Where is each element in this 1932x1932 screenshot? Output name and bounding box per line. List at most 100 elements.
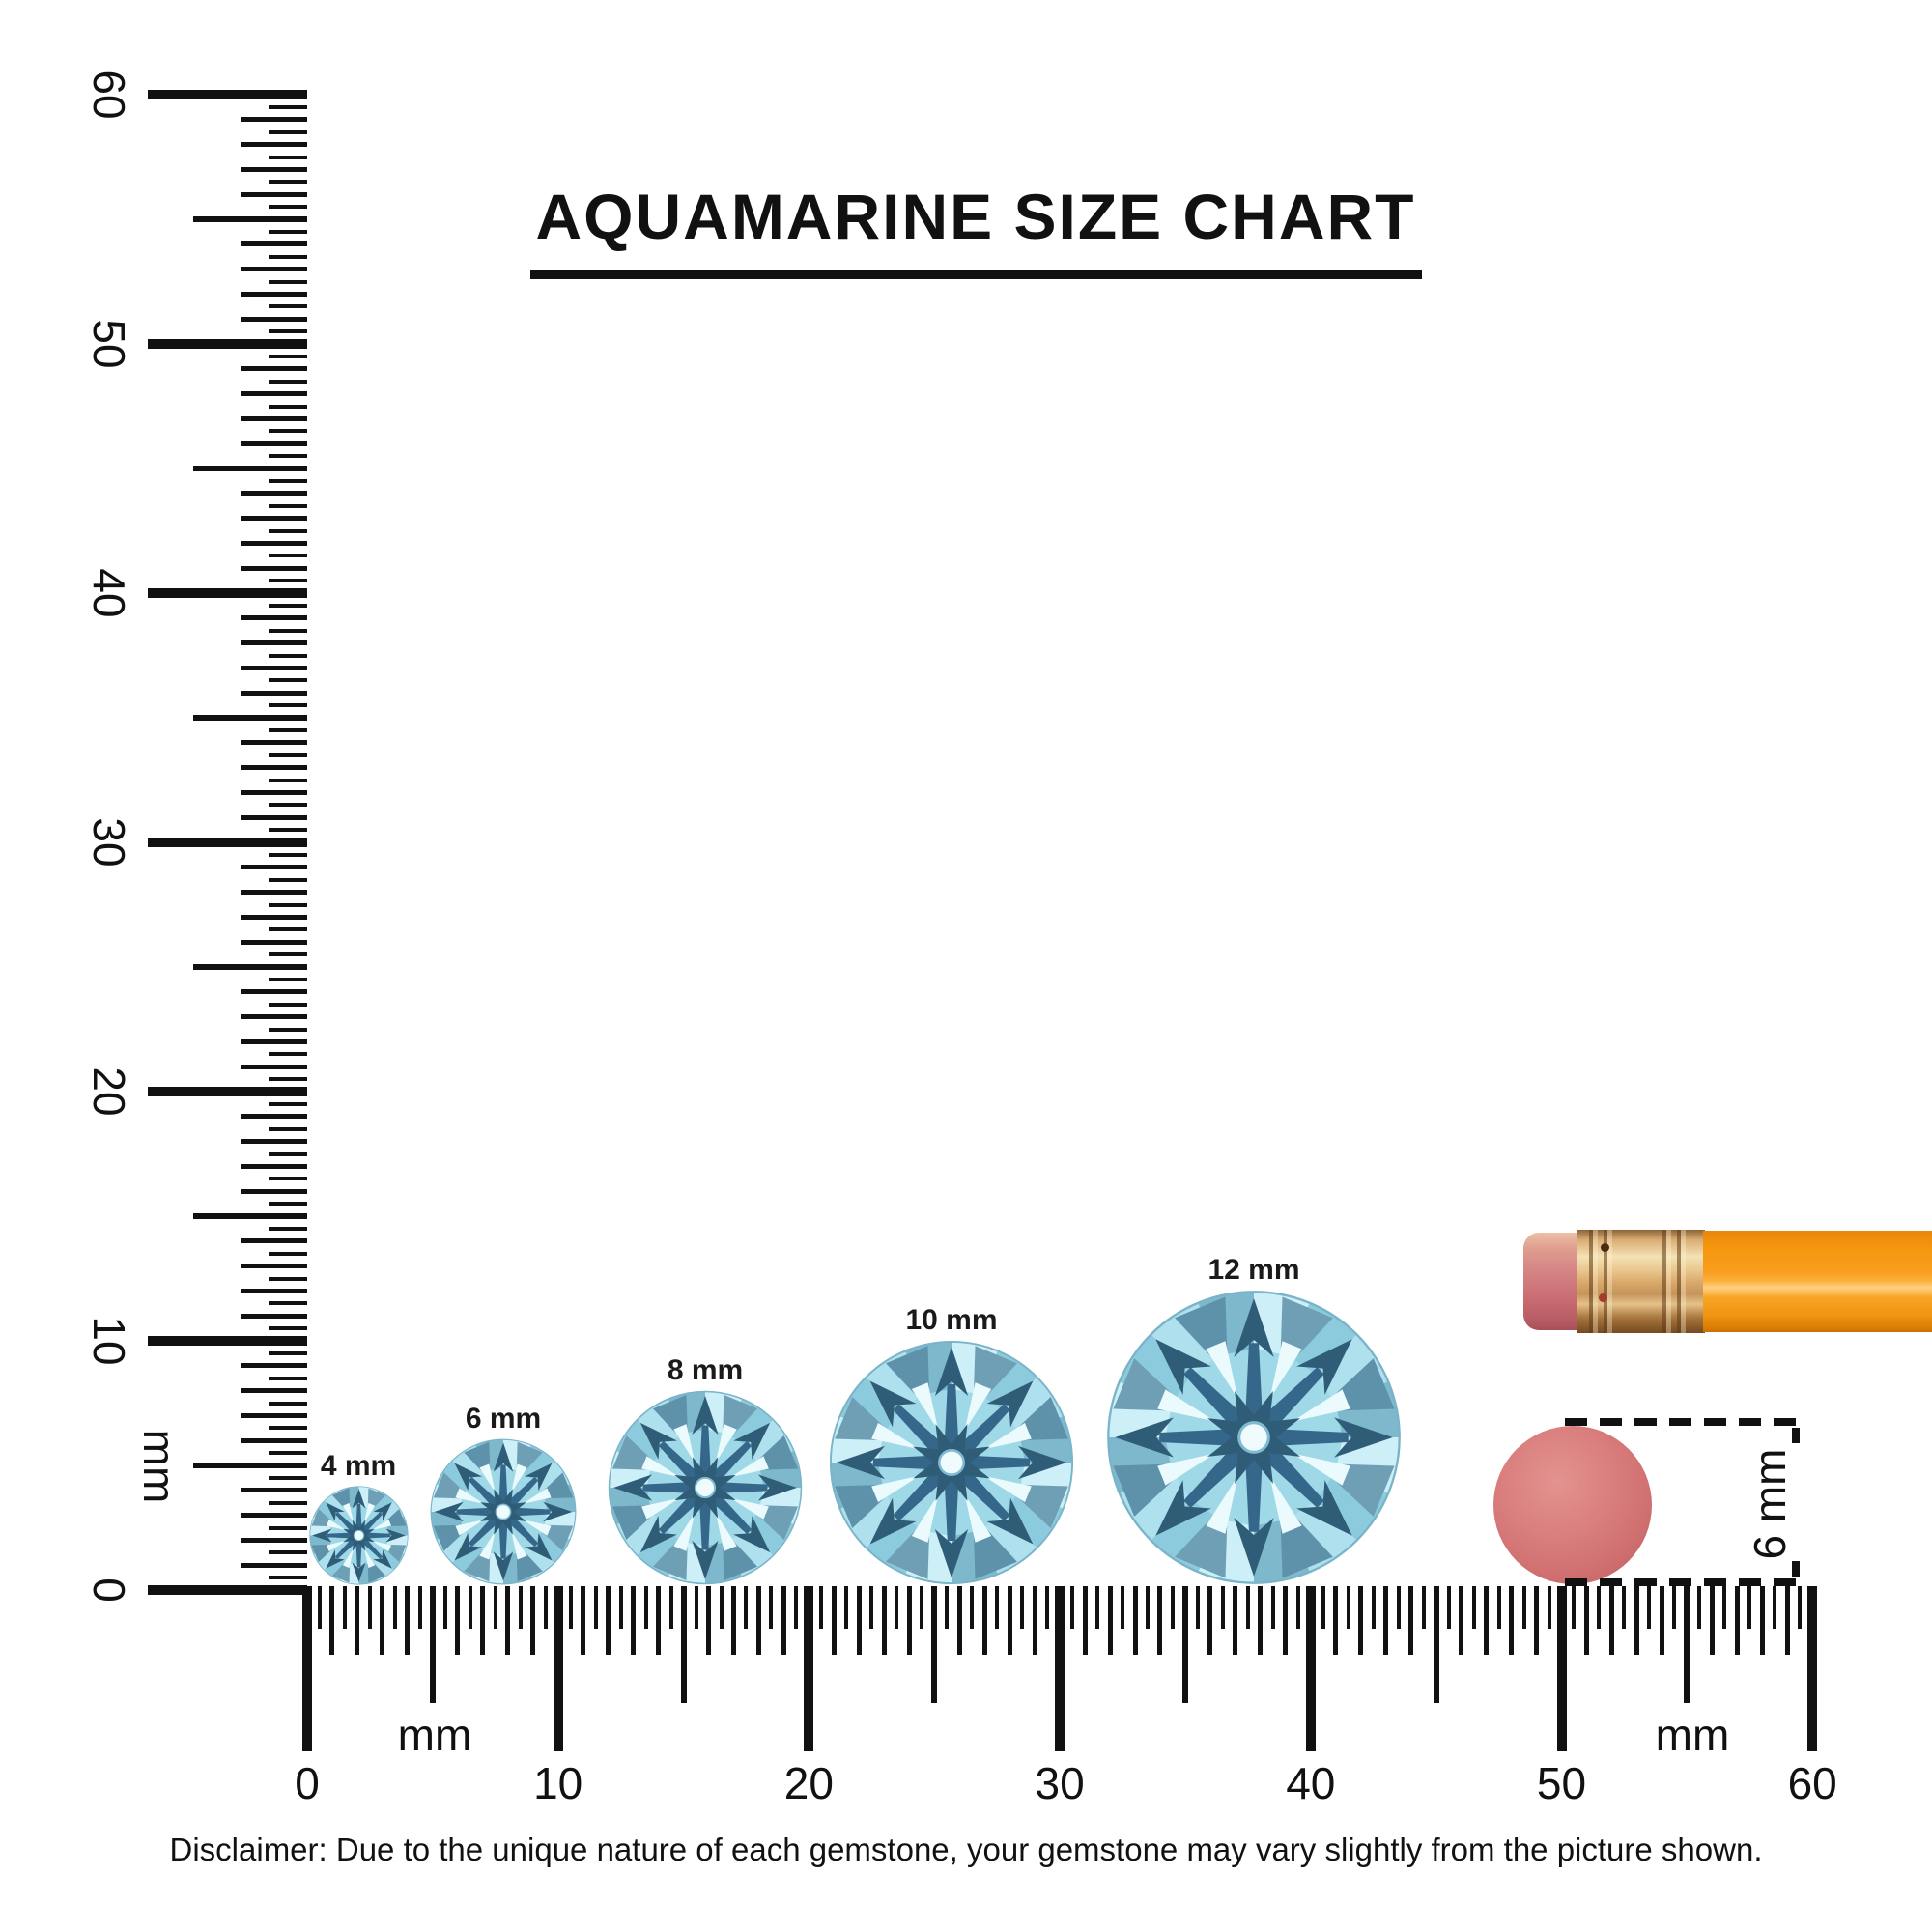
vertical-ruler-tick (241, 1288, 307, 1293)
horizontal-ruler-tick (804, 1586, 814, 1751)
vertical-ruler-tick (148, 1585, 307, 1595)
horizontal-ruler-tick (1747, 1586, 1752, 1629)
vertical-ruler-tick (193, 216, 307, 222)
gem-illustration (608, 1390, 803, 1585)
vertical-ruler-tick (269, 1101, 307, 1106)
horizontal-ruler-tick (1396, 1586, 1401, 1629)
horizontal-ruler-tick (355, 1586, 360, 1655)
vertical-ruler-tick (241, 1437, 307, 1443)
ferrule-dot (1599, 1293, 1607, 1302)
horizontal-ruler-tick (819, 1586, 824, 1629)
horizontal-ruler-tick (1305, 1586, 1316, 1751)
vertical-ruler-tick (269, 927, 307, 932)
horizontal-ruler-tick (1798, 1586, 1803, 1629)
horizontal-ruler-tick (1007, 1586, 1012, 1655)
vertical-ruler-tick (148, 339, 307, 349)
horizontal-ruler-tick (380, 1586, 385, 1655)
vertical-ruler-tick (269, 1350, 307, 1355)
vertical-ruler-tick (148, 90, 307, 99)
horizontal-ruler-tick (1333, 1586, 1339, 1655)
vertical-ruler-tick (269, 778, 307, 782)
horizontal-ruler-tick (680, 1586, 687, 1703)
vertical-ruler-tick (269, 404, 307, 409)
vertical-ruler-tick (241, 989, 307, 995)
horizontal-ruler-tick (1082, 1586, 1088, 1655)
vertical-ruler-tick (269, 478, 307, 483)
horizontal-ruler-tick (1107, 1586, 1113, 1655)
vertical-ruler-tick (241, 1188, 307, 1194)
vertical-ruler-tick (241, 939, 307, 945)
horizontal-ruler-tick (1471, 1586, 1476, 1629)
vertical-ruler-tick (241, 665, 307, 670)
vertical-ruler-tick (269, 1550, 307, 1555)
vertical-ruler-tick (241, 890, 307, 895)
vertical-ruler-tick (241, 1064, 307, 1069)
vertical-ruler-tick (269, 1077, 307, 1082)
horizontal-ruler-tick (1572, 1586, 1577, 1629)
vertical-ruler-tick (241, 1537, 307, 1543)
vertical-ruler-tick (241, 366, 307, 372)
horizontal-ruler-tick (931, 1586, 938, 1703)
vertical-ruler-tick (269, 579, 307, 583)
horizontal-ruler-tick (1583, 1586, 1589, 1655)
vertical-ruler-tick (269, 1500, 307, 1505)
vertical-ruler-tick (241, 1264, 307, 1269)
horizontal-ruler-tick (694, 1586, 698, 1629)
horizontal-ruler-tick (1321, 1586, 1325, 1629)
horizontal-ruler-tick (906, 1586, 912, 1655)
horizontal-ruler-tick (981, 1586, 987, 1655)
vertical-ruler-tick (148, 1336, 307, 1346)
horizontal-ruler-number: 0 (295, 1758, 320, 1808)
vertical-ruler-tick (241, 1238, 307, 1244)
horizontal-ruler-tick (945, 1586, 950, 1629)
horizontal-ruler-tick (1055, 1586, 1065, 1751)
horizontal-ruler-tick (606, 1586, 611, 1655)
horizontal-ruler-tick (1032, 1586, 1037, 1655)
vertical-ruler-number: 10 (84, 1316, 134, 1366)
horizontal-ruler-tick (895, 1586, 899, 1629)
vertical-ruler-tick (269, 1027, 307, 1032)
horizontal-ruler-tick (1433, 1586, 1439, 1703)
vertical-ruler-tick (269, 180, 307, 185)
horizontal-ruler-tick (342, 1586, 347, 1629)
vertical-ruler-tick (269, 304, 307, 309)
vertical-ruler-tick (269, 528, 307, 533)
horizontal-ruler-tick (1421, 1586, 1426, 1629)
vertical-ruler-tick (241, 740, 307, 746)
vertical-ruler-tick (241, 440, 307, 446)
vertical-ruler-tick (269, 429, 307, 434)
vertical-ruler-tick (269, 1301, 307, 1306)
horizontal-ruler-tick (1684, 1586, 1690, 1703)
vertical-ruler-tick (269, 1177, 307, 1181)
horizontal-ruler-tick (455, 1586, 461, 1655)
vertical-ruler-tick (193, 715, 307, 721)
vertical-ruler-tick (241, 1412, 307, 1418)
horizontal-ruler-tick (1634, 1586, 1639, 1655)
vertical-ruler-tick (269, 1126, 307, 1131)
horizontal-ruler-tick (543, 1586, 548, 1629)
vertical-ruler-tick (269, 554, 307, 558)
horizontal-ruler-tick (1132, 1586, 1138, 1655)
horizontal-ruler-tick (1509, 1586, 1515, 1655)
vertical-ruler-tick (269, 753, 307, 757)
vertical-ruler-tick (148, 588, 307, 598)
vertical-ruler-tick (269, 1002, 307, 1007)
horizontal-ruler-tick (1408, 1586, 1414, 1655)
title-wrap: AQUAMARINE SIZE CHART (454, 180, 1497, 279)
vertical-ruler-unit-label: mm (134, 1429, 185, 1504)
horizontal-ruler-number: 50 (1536, 1758, 1587, 1808)
horizontal-ruler-tick (1195, 1586, 1200, 1629)
horizontal-ruler-tick (553, 1586, 563, 1751)
horizontal-ruler-tick (1496, 1586, 1501, 1629)
horizontal-ruler-tick (1556, 1586, 1567, 1751)
vertical-ruler-tick (269, 1151, 307, 1156)
horizontal-ruler-tick (329, 1586, 335, 1655)
horizontal-ruler-tick (1095, 1586, 1100, 1629)
gem-12mm (1106, 1290, 1402, 1585)
horizontal-ruler-tick (1121, 1586, 1125, 1629)
gem-size-label: 10 mm (905, 1304, 998, 1336)
vertical-ruler-tick (269, 828, 307, 833)
vertical-ruler-tick (241, 540, 307, 546)
horizontal-ruler-tick (1807, 1586, 1818, 1751)
horizontal-ruler-tick (769, 1586, 774, 1629)
